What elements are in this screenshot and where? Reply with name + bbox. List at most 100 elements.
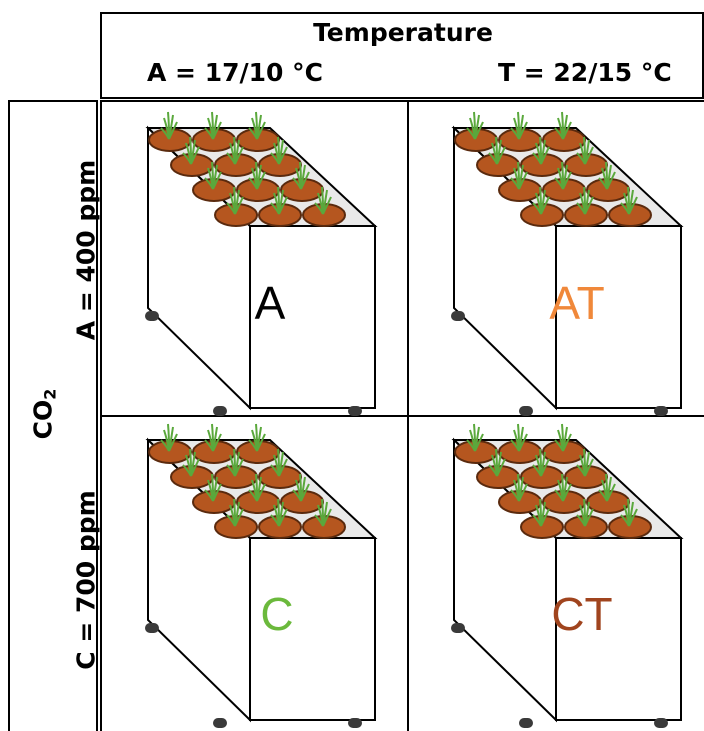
plant-blade: [234, 196, 244, 215]
treatment-label-a: A: [254, 277, 286, 329]
plant-blade: [322, 508, 332, 527]
chamber-front: [249, 537, 376, 721]
plant: [466, 111, 484, 140]
plant-blade: [584, 196, 594, 215]
plant-blade: [270, 202, 280, 215]
plant-blade: [532, 464, 542, 477]
plant-blade: [584, 508, 594, 527]
treatment-label-ct: CT: [551, 588, 613, 640]
plant-blade: [584, 146, 594, 165]
chamber-front: [555, 225, 682, 409]
plant-blade: [248, 489, 258, 502]
plant-blade: [204, 489, 214, 502]
plant-blade: [518, 121, 528, 140]
plant-blade: [300, 483, 310, 502]
plant: [292, 161, 310, 190]
plant-blade: [466, 127, 476, 140]
plant-blade: [226, 202, 236, 215]
column-label-ambient: A = 17/10 °C: [147, 58, 323, 87]
plant: [510, 473, 528, 502]
plant-blade: [488, 464, 498, 477]
plant-blade: [488, 152, 498, 165]
temperature-title: Temperature: [313, 18, 493, 47]
co2-label: CO2: [29, 389, 60, 440]
chamber-wheel: [145, 623, 159, 633]
plant: [532, 136, 550, 165]
plant-blade: [300, 171, 310, 190]
plant-blade: [562, 433, 572, 452]
plant-blade: [160, 439, 170, 452]
plant-blade: [226, 464, 236, 477]
plant-blade: [270, 464, 280, 477]
plant-blade: [562, 483, 572, 502]
plant-blade: [620, 514, 630, 527]
plant: [466, 423, 484, 452]
chamber-wheel: [519, 718, 533, 728]
plant: [598, 161, 616, 190]
chamber-front: [249, 225, 376, 409]
plant-blade: [518, 433, 528, 452]
plant-blade: [576, 514, 586, 527]
plant-blade: [314, 202, 324, 215]
plant: [204, 111, 222, 140]
chamber-wheel: [451, 623, 465, 633]
plant-blade: [234, 146, 244, 165]
treatment-label-at: AT: [549, 277, 605, 329]
plant-blade: [256, 433, 266, 452]
plant-blade: [466, 439, 476, 452]
grid-divider-horizontal: [100, 415, 704, 417]
plant-blade: [278, 196, 288, 215]
plant-blade: [584, 458, 594, 477]
plant-blade: [168, 121, 178, 140]
co2-subscript: 2: [40, 388, 60, 400]
plant: [204, 473, 222, 502]
chamber-wheel: [145, 311, 159, 321]
plant-blade: [190, 146, 200, 165]
plant-blade: [248, 177, 258, 190]
plant: [292, 473, 310, 502]
plant: [314, 498, 332, 527]
plant-blade: [248, 127, 258, 140]
chamber-front: [555, 537, 682, 721]
plant: [488, 448, 506, 477]
plant-blade: [322, 196, 332, 215]
plant: [226, 448, 244, 477]
plant: [270, 186, 288, 215]
plant-blade: [576, 464, 586, 477]
plant-blade: [182, 464, 192, 477]
chamber-wheel: [451, 311, 465, 321]
plant: [510, 111, 528, 140]
plant: [248, 161, 266, 190]
plant-blade: [212, 171, 222, 190]
chamber-wheel: [654, 406, 668, 416]
plant-blade: [278, 508, 288, 527]
co2-main: CO: [28, 399, 58, 440]
plant-blade: [256, 483, 266, 502]
plant-blade: [606, 483, 616, 502]
plant-blade: [598, 177, 608, 190]
plant-blade: [518, 171, 528, 190]
plant: [576, 136, 594, 165]
row-label-elevated: C = 700 ppm: [71, 490, 101, 670]
plant-blade: [204, 127, 214, 140]
plant: [204, 423, 222, 452]
plant: [270, 136, 288, 165]
plant-blade: [292, 177, 302, 190]
plant-blade: [168, 433, 178, 452]
plant-blade: [278, 458, 288, 477]
co2-label-box: [8, 100, 98, 731]
plant: [532, 186, 550, 215]
plant: [554, 161, 572, 190]
plant-blade: [562, 171, 572, 190]
plant-blade: [620, 202, 630, 215]
plant-blade: [510, 177, 520, 190]
plant: [554, 473, 572, 502]
plant: [554, 423, 572, 452]
plant-blade: [532, 514, 542, 527]
plant-blade: [226, 152, 236, 165]
plant-blade: [204, 439, 214, 452]
plant-blade: [554, 177, 564, 190]
plant-blade: [182, 152, 192, 165]
plant-blade: [576, 202, 586, 215]
plant: [576, 186, 594, 215]
